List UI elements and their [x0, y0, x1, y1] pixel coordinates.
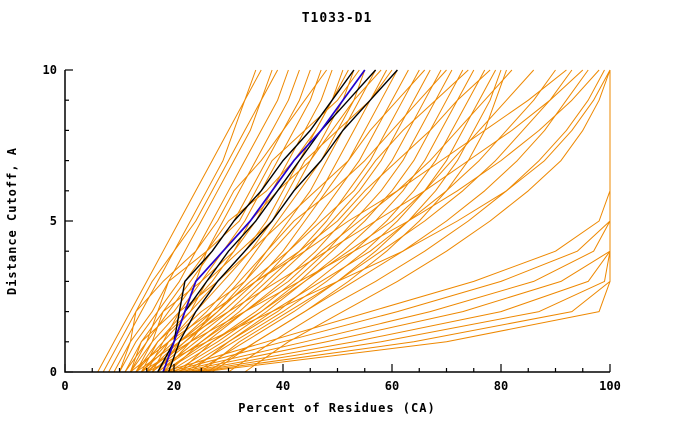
- y-tick-label: 0: [50, 365, 57, 379]
- tick-marks-layer: [64, 69, 611, 373]
- model-curve-orange: [201, 70, 611, 373]
- model-curve-orange: [141, 69, 600, 373]
- model-curves-layer: [97, 69, 611, 373]
- model-curve-orange: [162, 69, 491, 373]
- model-curve-orange: [168, 69, 464, 373]
- model-curve-orange: [184, 69, 497, 373]
- model-curve-orange: [124, 69, 360, 373]
- model-curve-orange: [168, 69, 513, 373]
- model-curve-orange: [119, 69, 328, 373]
- model-curve-orange: [179, 69, 486, 373]
- model-curve-orange: [135, 69, 584, 373]
- x-tick-label: 60: [385, 379, 399, 393]
- model-curve-orange: [140, 69, 366, 373]
- x-tick-label: 100: [599, 379, 621, 393]
- x-tick-label: 20: [167, 379, 181, 393]
- model-curve-orange: [244, 69, 611, 373]
- model-curve-blue: [162, 69, 366, 373]
- chart-title: T1033-D1: [302, 11, 373, 26]
- model-curve-orange: [146, 69, 611, 373]
- model-curve-orange: [211, 69, 589, 373]
- model-curve-orange: [162, 69, 453, 373]
- model-curve-orange: [129, 69, 349, 373]
- tick-labels-layer: 0 20 40 60 80 100 0 5 10: [43, 63, 621, 393]
- model-curve-orange: [130, 69, 567, 373]
- model-curve-orange: [151, 69, 409, 373]
- model-curve-orange: [146, 69, 388, 373]
- model-curve-orange: [124, 69, 300, 373]
- x-tick-label: 40: [276, 379, 290, 393]
- y-tick-label: 5: [50, 214, 57, 228]
- x-tick-label: 0: [61, 379, 68, 393]
- model-curve-orange: [200, 69, 573, 373]
- model-curve-orange: [97, 69, 262, 373]
- model-curve-orange: [179, 69, 535, 373]
- x-tick-label: 80: [494, 379, 508, 393]
- model-curve-orange: [157, 69, 420, 373]
- model-curve-orange: [113, 69, 273, 373]
- y-tick-label: 10: [43, 63, 57, 77]
- model-curve-orange: [146, 69, 426, 373]
- model-curve-orange: [102, 69, 279, 373]
- model-curve-black: [167, 69, 398, 373]
- y-axis-label: Distance Cutoff, A: [5, 147, 19, 295]
- model-curve-orange: [119, 69, 289, 373]
- model-curve-orange: [129, 69, 322, 373]
- model-curve-orange: [151, 69, 398, 373]
- model-curve-orange: [228, 69, 605, 373]
- model-curve-orange: [108, 69, 257, 373]
- model-curve-black: [157, 69, 355, 373]
- x-axis-label: Percent of Residues (CA): [238, 401, 435, 415]
